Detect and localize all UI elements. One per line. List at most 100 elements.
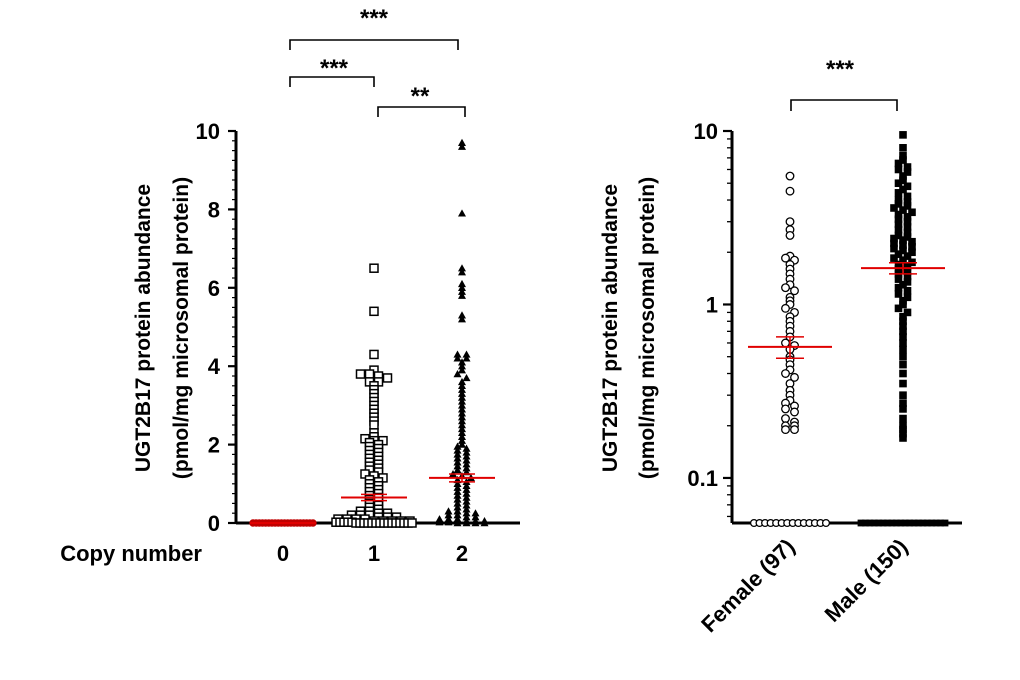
left-point-2 [480, 519, 489, 527]
right-y-tick-labels: 0.1 1 10 [687, 119, 718, 491]
right-point-female [781, 414, 790, 424]
right-floor-point-female [821, 518, 831, 528]
left-point-2 [458, 279, 466, 288]
left-point-2 [453, 507, 462, 515]
left-point-2 [462, 481, 471, 489]
left-point-2 [458, 436, 466, 444]
left-point-2 [462, 456, 471, 464]
left-point-1 [382, 373, 393, 383]
left-point-2 [462, 464, 471, 472]
left-bracket [377, 106, 466, 117]
left-point-2 [453, 511, 462, 519]
right-floor-point-male [906, 519, 914, 527]
right-point-male [903, 198, 912, 206]
right-point-male [899, 280, 907, 289]
left-bracket [289, 39, 459, 50]
right-point-male [903, 308, 912, 317]
left-point-2 [462, 373, 471, 382]
left-point-2 [453, 462, 462, 470]
left-point-2 [458, 283, 466, 291]
right-point-male [899, 317, 907, 326]
right-point-male [899, 131, 907, 139]
left-point-2 [462, 485, 471, 493]
right-point-male [899, 429, 907, 438]
left-point-1 [369, 306, 379, 317]
right-floor-point-male [884, 519, 891, 527]
right-point-male [903, 267, 912, 276]
right-floor-point-male [932, 519, 940, 527]
right-chart: UGT2B17 protein abundance (pmol/mg micro… [599, 56, 962, 637]
right-significance-brackets: *** [790, 56, 898, 111]
right-point-male [899, 360, 907, 369]
right-point-female [785, 217, 795, 227]
right-ylabel: UGT2B17 protein abundance [599, 184, 622, 472]
left-point-2 [458, 381, 466, 389]
left-y-tick-label: 2 [208, 433, 220, 458]
left-point-2 [458, 409, 466, 417]
right-point-male [899, 156, 907, 164]
right-point-male [899, 379, 907, 388]
right-point-male [899, 391, 907, 399]
right-point-male [899, 236, 907, 244]
right-point-male [903, 252, 912, 260]
right-point-male [908, 237, 916, 246]
left-point-2 [458, 401, 466, 409]
left-point-2 [458, 377, 466, 386]
left-point-2 [458, 428, 466, 437]
right-point-male [899, 300, 907, 309]
right-point-female [781, 253, 790, 263]
right-point-male [899, 421, 907, 430]
right-ylabel-units: (pmol/mg microsomal protein) [636, 177, 659, 479]
right-floor-point-male [875, 519, 883, 527]
left-point-2 [462, 489, 471, 497]
left-point-2 [462, 493, 471, 501]
left-significance-label: *** [360, 5, 389, 32]
right-point-male [903, 168, 912, 176]
right-point-male [903, 286, 912, 295]
right-mean-sem-bars [748, 261, 945, 359]
left-point-2 [453, 503, 462, 511]
right-floor-point-male [919, 519, 927, 527]
left-point-2 [453, 442, 462, 450]
left-point-2 [458, 311, 466, 319]
left-point-1 [364, 369, 375, 379]
right-point-male [899, 246, 907, 255]
left-x-tick-label: 0 [277, 541, 289, 566]
right-point-male [899, 405, 907, 413]
left-point-2 [462, 509, 471, 517]
right-point-male [894, 225, 903, 234]
left-point-2 [453, 519, 462, 527]
left-point-2 [462, 519, 471, 527]
left-point-2 [462, 460, 471, 468]
right-point-male [894, 275, 903, 283]
right-floor-point-male [888, 519, 896, 527]
right-point-male [894, 290, 903, 298]
right-point-male [890, 239, 898, 248]
right-point-male [903, 213, 912, 221]
right-floor-point-male [915, 519, 922, 527]
right-y-tick-label: 1 [706, 292, 718, 317]
right-point-male [899, 333, 907, 341]
right-point-male [899, 312, 907, 321]
right-point-male [899, 369, 907, 378]
right-significance-label: *** [826, 56, 855, 83]
left-point-2 [458, 413, 466, 421]
left-point-2 [453, 466, 462, 474]
left-point-2 [458, 287, 466, 295]
right-point-male [899, 241, 907, 249]
right-point-female [781, 369, 790, 378]
right-floor-point-male [941, 519, 949, 527]
left-point-2 [458, 432, 466, 440]
left-significance-label: ** [411, 83, 430, 110]
right-point-female [781, 425, 790, 435]
right-floor-point-male [937, 519, 944, 527]
left-mean-sem-bars [250, 473, 495, 524]
left-point-2 [458, 405, 466, 413]
left-point-1 [369, 420, 379, 430]
left-point-1 [369, 263, 379, 273]
right-point-male [899, 327, 907, 336]
left-point-1 [407, 518, 417, 528]
right-point-female [781, 303, 790, 313]
left-point-2 [458, 362, 466, 370]
right-point-male [899, 434, 907, 442]
